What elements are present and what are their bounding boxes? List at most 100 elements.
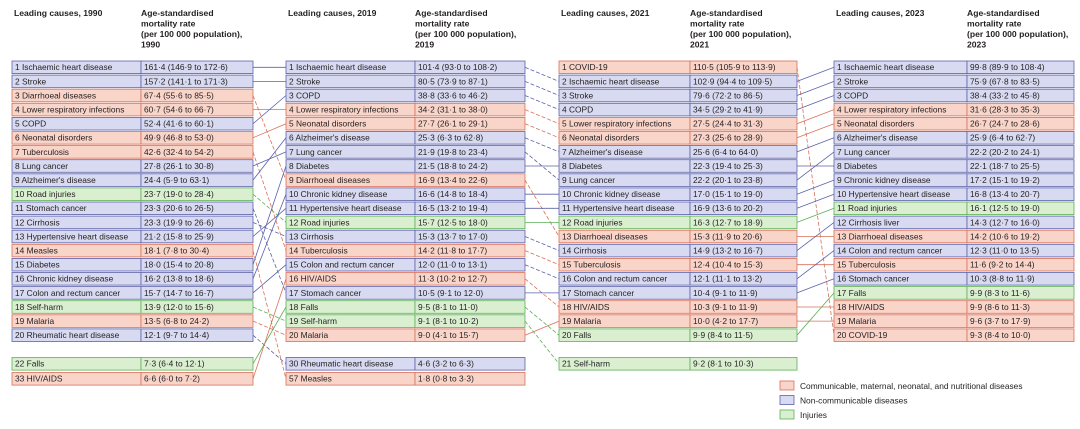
cause-row: 17 Falls 9·9 (8·3 to 11·6) bbox=[833, 286, 1075, 300]
rate-box bbox=[966, 243, 1075, 258]
rate-box bbox=[966, 286, 1075, 300]
rate-box bbox=[689, 88, 798, 103]
cause-label: 20 Malaria bbox=[289, 330, 328, 340]
rate-value: 27·5 (24·4 to 31·3) bbox=[693, 119, 763, 129]
rate-box bbox=[140, 286, 254, 300]
cause-column-header: Leading causes, 1990 bbox=[14, 8, 103, 18]
legend-swatch bbox=[779, 395, 795, 405]
rate-value: 9·1 (8·1 to 10·2) bbox=[418, 316, 479, 326]
cause-label: 3 Stroke bbox=[562, 90, 594, 100]
rate-box bbox=[414, 145, 526, 159]
cause-column-header: Leading causes, 2023 bbox=[836, 8, 925, 18]
rate-value: 26·7 (24·7 to 28·6) bbox=[970, 119, 1040, 129]
rate-box bbox=[966, 74, 1075, 89]
rank-link bbox=[524, 66, 560, 82]
rate-value: 10·0 (4·2 to 17·7) bbox=[693, 316, 758, 326]
cause-label: 6 Alzheimer's disease bbox=[289, 133, 370, 143]
rank-link bbox=[252, 95, 287, 125]
cause-label: 16 Stomach cancer bbox=[837, 274, 909, 284]
cause-label: 14 Measles bbox=[15, 246, 58, 256]
rank-links bbox=[252, 66, 835, 379]
rate-value: 17·0 (15·1 to 19·0) bbox=[693, 189, 763, 199]
cause-label: 19 Self-harm bbox=[289, 316, 337, 326]
rate-box bbox=[140, 131, 254, 145]
cause-row: 15 Tuberculosis 12·4 (10·4 to 15·3) bbox=[558, 257, 798, 272]
rate-value: 15·3 (13·7 to 17·0) bbox=[418, 231, 488, 241]
cause-row: 13 Diarrhoeal diseases 15·3 (11·9 to 20·6… bbox=[558, 229, 798, 244]
cause-label: 4 Lower respiratory infections bbox=[837, 105, 946, 115]
cause-row: 6 Alzheimer's disease 25·3 (6·3 to 62·8) bbox=[285, 131, 526, 145]
cause-label: 2 Stroke bbox=[15, 76, 47, 86]
rate-box bbox=[140, 145, 254, 159]
rate-box bbox=[966, 88, 1075, 103]
rank-link bbox=[252, 334, 287, 365]
rate-box bbox=[414, 102, 526, 117]
cause-label: 8 Diabetes bbox=[837, 161, 877, 171]
cause-column-header: Leading causes, 2021 bbox=[561, 8, 650, 18]
rate-box bbox=[414, 159, 526, 173]
cause-row: 14 Measles 18·1 (7·8 to 30·4) bbox=[11, 243, 254, 258]
cause-label: 3 COPD bbox=[289, 90, 320, 100]
cause-row: 8 Lung cancer 27·8 (26·1 to 30·8) bbox=[11, 159, 254, 173]
cause-label: 8 Diabetes bbox=[562, 161, 602, 171]
rate-column-header: Age-standardised bbox=[141, 8, 214, 18]
cause-row: 9 Lung cancer 22·2 (20·1 to 23·8) bbox=[558, 173, 798, 187]
legend-label: Communicable, maternal, neonatal, and nu… bbox=[800, 381, 1023, 391]
cause-label: 11 Road injuries bbox=[837, 203, 897, 213]
legend-item: Injuries bbox=[779, 409, 827, 420]
rate-value: 9·3 (8·4 to 10·0) bbox=[970, 330, 1031, 340]
rate-value: 27·8 (26·1 to 30·8) bbox=[144, 161, 214, 171]
rank-link bbox=[524, 306, 560, 336]
cause-row: 17 Stomach cancer 10·4 (9·1 to 11·9) bbox=[558, 286, 798, 300]
rate-box bbox=[140, 328, 254, 342]
rate-box bbox=[966, 60, 1075, 75]
cause-row: 10 Chronic kidney disease 16·6 (14·8 to 1… bbox=[285, 187, 526, 201]
rate-box bbox=[414, 88, 526, 103]
rate-value: 10·5 (9·1 to 12·0) bbox=[418, 288, 483, 298]
rate-value: 22·1 (18·7 to 25·5) bbox=[970, 161, 1040, 171]
cause-row: 12 Cirrhosis 23·3 (19·9 to 26·6) bbox=[11, 215, 254, 230]
rate-value: 14·2 (10·6 to 19·2) bbox=[970, 231, 1040, 241]
cause-label: 17 Falls bbox=[837, 288, 866, 298]
rate-value: 49·9 (46·8 to 53·0) bbox=[144, 133, 214, 143]
rate-box bbox=[689, 286, 798, 300]
cause-label: 57 Measles bbox=[289, 374, 332, 384]
rate-box bbox=[966, 328, 1075, 342]
cause-label: 2 Stroke bbox=[837, 76, 869, 86]
cause-label: 19 Malaria bbox=[15, 316, 54, 326]
cause-row: 7 Lung cancer 21·9 (19·8 to 23·4) bbox=[285, 145, 526, 159]
cause-label: 7 Lung cancer bbox=[289, 147, 342, 157]
rate-column-header: mortality rate bbox=[415, 19, 470, 29]
rate-value: 15·7 (14·7 to 16·7) bbox=[144, 288, 214, 298]
rate-column-header: 2019 bbox=[415, 40, 434, 50]
rate-column-header: (per 100 000 population), bbox=[141, 29, 242, 39]
rate-value: 15·3 (11·9 to 20·6) bbox=[693, 231, 762, 241]
cause-row: 57 Measles 1·8 (0·8 to 3·3) bbox=[285, 372, 526, 386]
rate-box bbox=[140, 187, 254, 201]
rate-value: 38·8 (33·6 to 46·2) bbox=[418, 90, 488, 100]
cause-row: 1 Ischaemic heart disease 99·8 (89·9 to 1… bbox=[833, 60, 1075, 75]
rate-box bbox=[966, 300, 1075, 314]
rate-value: 12·0 (11·0 to 13·1) bbox=[418, 260, 487, 270]
cause-row: 16 HIV/AIDS 11·3 (10·2 to 12·7) bbox=[285, 272, 526, 286]
cause-row: 19 Malaria 9·6 (3·7 to 17·9) bbox=[833, 314, 1075, 328]
cause-row: 21 Self-harm 9·2 (8·1 to 10·3) bbox=[558, 357, 798, 371]
rate-value: 14·3 (12·7 to 16·0) bbox=[970, 217, 1040, 227]
rate-value: 101·4 (93·0 to 108·2) bbox=[418, 62, 497, 72]
cause-row: 7 Tuberculosis 42·6 (32·4 to 54·2) bbox=[11, 145, 254, 159]
cause-row: 20 Rheumatic heart disease 12·1 (9·7 to 1… bbox=[11, 328, 254, 342]
cause-label: 19 Malaria bbox=[562, 316, 601, 326]
rate-value: 27·7 (26·1 to 29·1) bbox=[418, 119, 488, 129]
cause-label: 15 Tuberculosis bbox=[837, 260, 896, 270]
rate-box bbox=[966, 102, 1075, 117]
cause-row: 11 Stomach cancer 23·3 (20·6 to 26·5) bbox=[11, 201, 254, 216]
cause-label: 18 Self-harm bbox=[15, 302, 63, 312]
rank-link bbox=[252, 123, 287, 139]
rate-value: 12·4 (10·4 to 15·3) bbox=[693, 260, 763, 270]
cause-label: 13 Diarrhoeal diseases bbox=[562, 231, 648, 241]
legend-label: Injuries bbox=[800, 410, 827, 420]
rate-box bbox=[966, 173, 1075, 187]
rate-value: 9·6 (3·7 to 17·9) bbox=[970, 316, 1031, 326]
rank-link bbox=[252, 250, 287, 379]
